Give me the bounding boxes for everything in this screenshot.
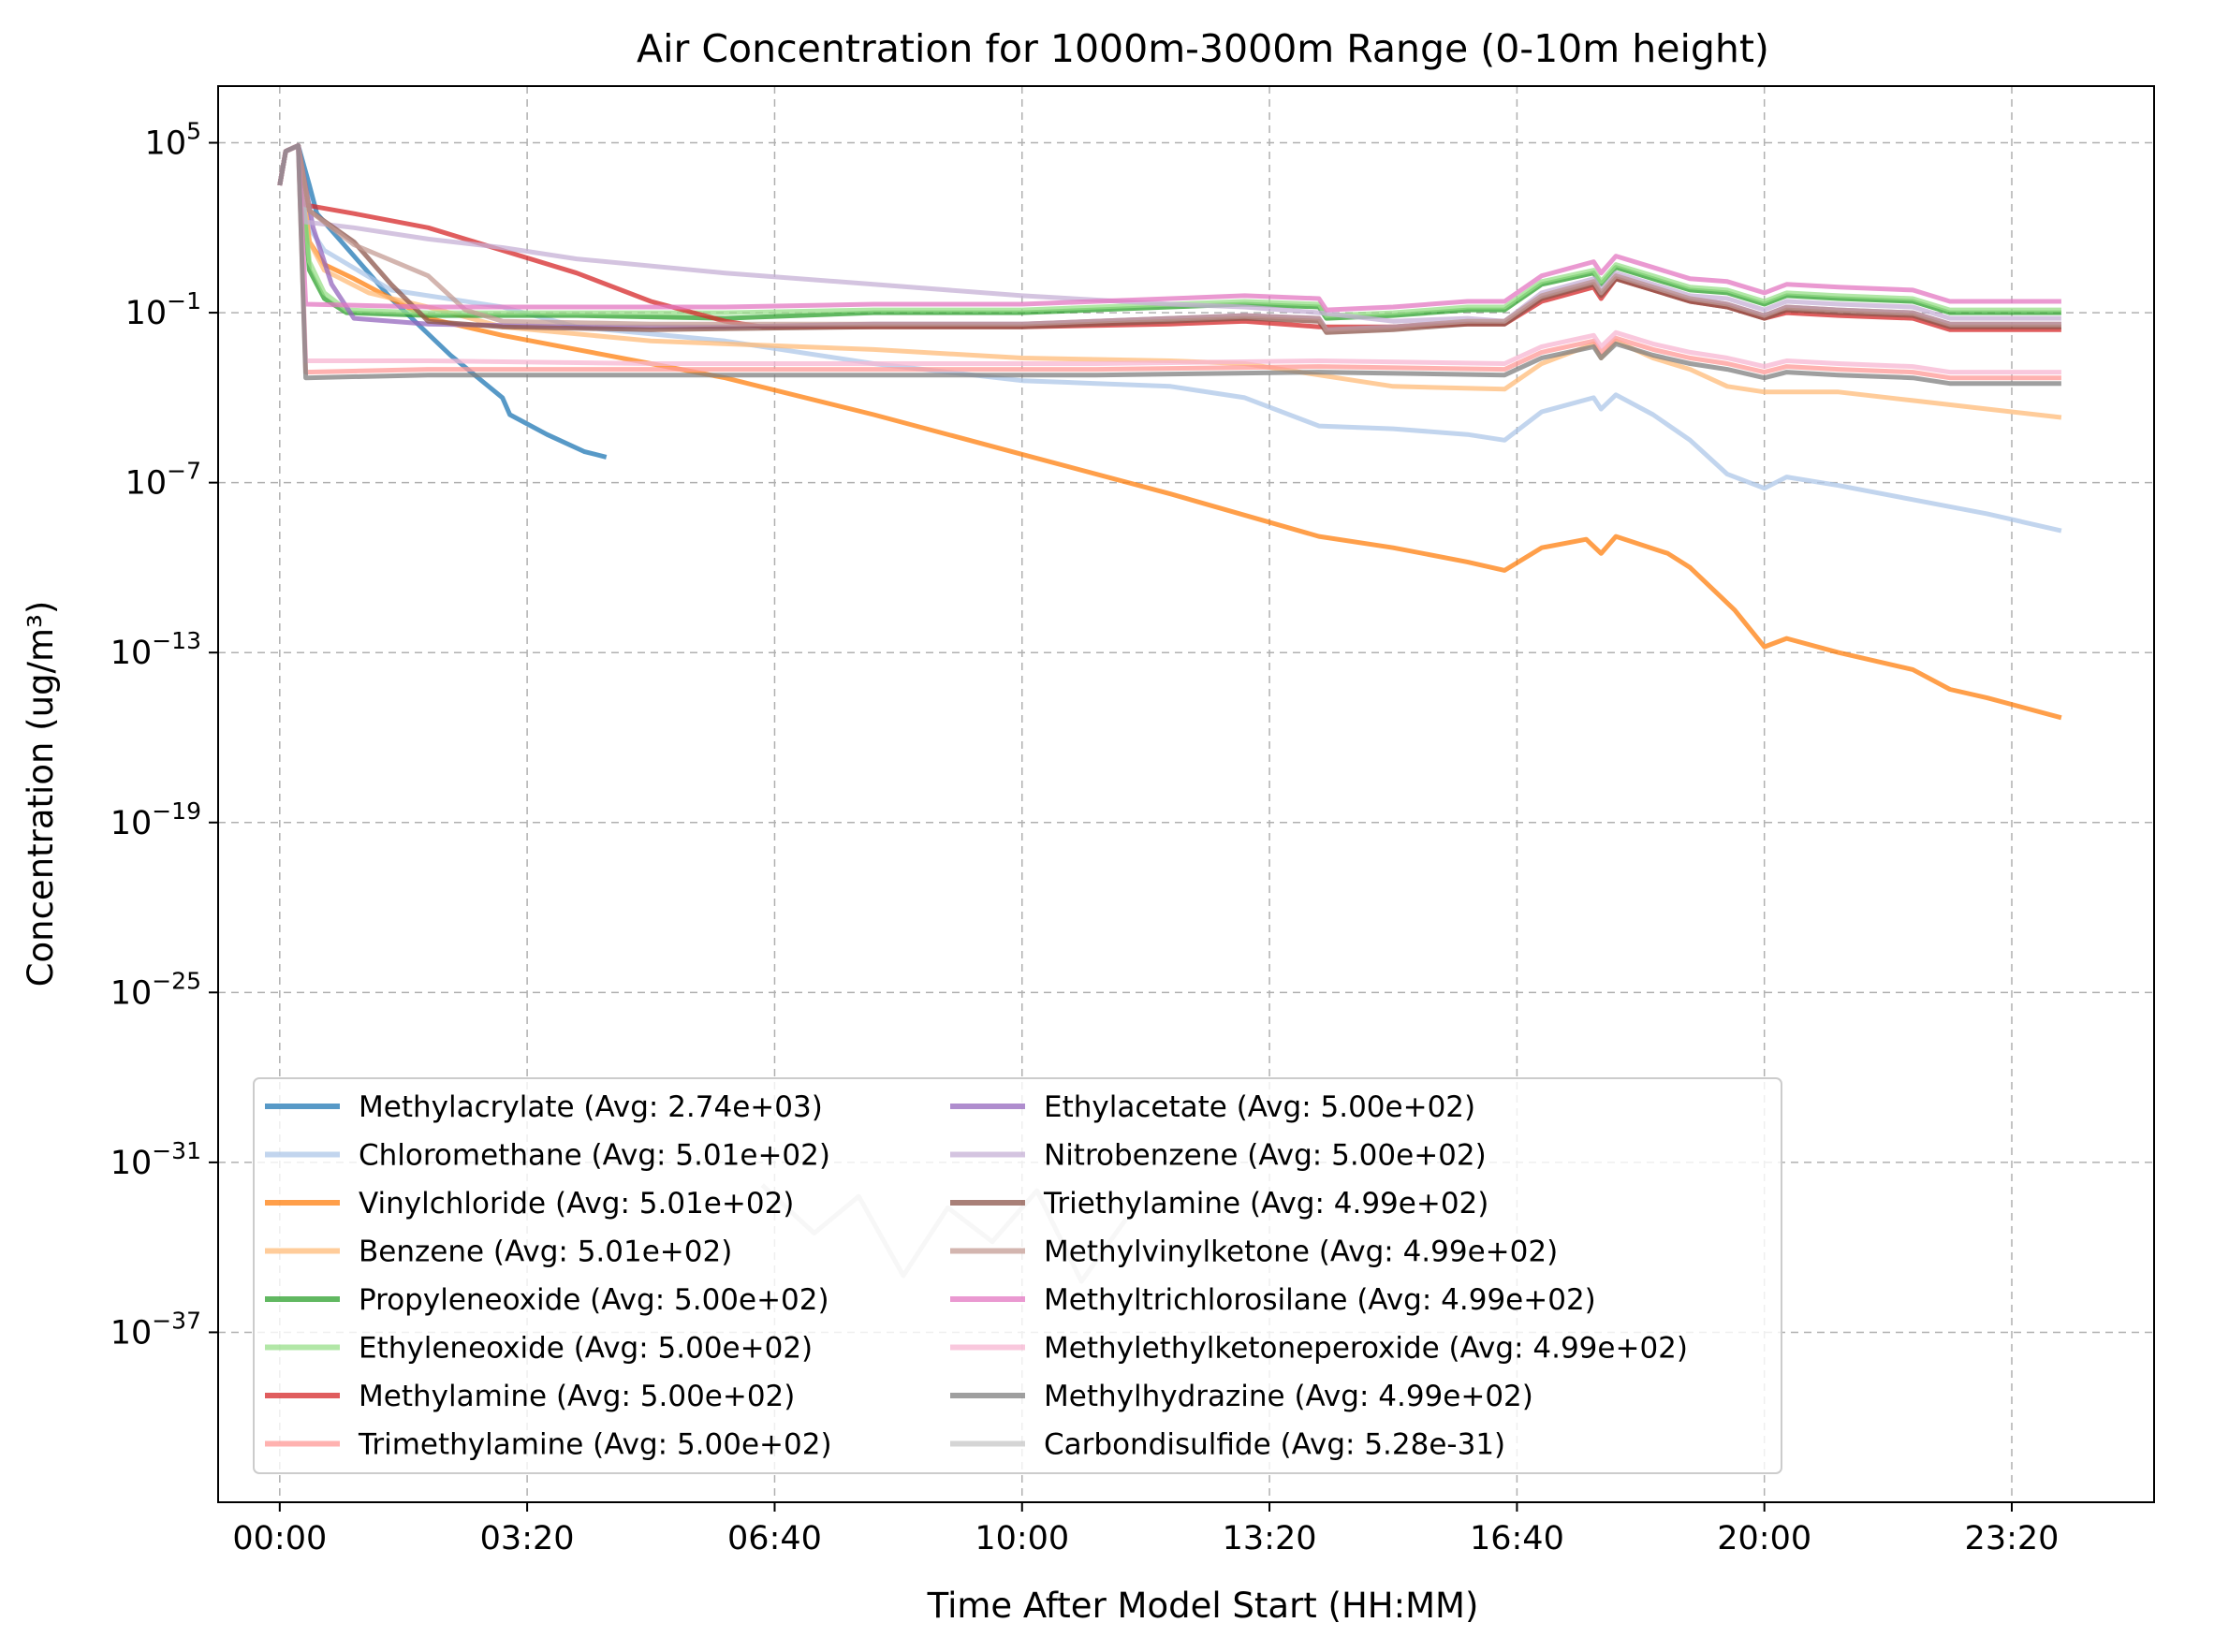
series-line-11	[277, 143, 2061, 332]
legend-label: Triethylamine (Avg: 4.99e+02)	[1043, 1187, 1488, 1221]
series-line-10	[277, 143, 2061, 335]
y-tick-base: 10	[110, 1314, 153, 1352]
y-tick-label: 10−31	[110, 1137, 201, 1182]
y-tick-label: 10−19	[110, 797, 201, 842]
x-tick-label: 16:40	[1470, 1520, 1564, 1557]
y-tick-exponent: −31	[152, 1137, 201, 1164]
y-tick-base: 10	[125, 295, 168, 332]
legend-label: Propyleneoxide (Avg: 5.00e+02)	[359, 1283, 829, 1317]
y-tick-exponent: −7	[167, 458, 201, 485]
legend-label: Methylethylketoneperoxide (Avg: 4.99e+02…	[1044, 1332, 1688, 1366]
legend-label: Methylvinylketone (Avg: 4.99e+02)	[1044, 1235, 1558, 1269]
y-tick-exponent: −19	[152, 797, 201, 825]
legend-label: Methylamine (Avg: 5.00e+02)	[359, 1380, 795, 1413]
series-line-12	[277, 143, 2061, 313]
y-tick-exponent: −1	[167, 287, 201, 314]
x-tick-label: 23:20	[1965, 1520, 2060, 1557]
y-tick-base: 10	[110, 805, 153, 842]
x-tick-label: 06:40	[727, 1520, 822, 1557]
series-layer	[277, 143, 2062, 1284]
x-ticks: 00:00 03:20 06:40 10:00 13:20 16:40 20:00 23:20	[232, 1502, 2059, 1557]
y-tick-base: 10	[145, 125, 187, 163]
x-tick-label: 13:20	[1223, 1520, 1317, 1557]
y-tick-base: 10	[110, 974, 153, 1012]
y-tick-label: 10−1	[125, 287, 201, 332]
legend-label: Carbondisulfide (Avg: 5.28e-31)	[1044, 1428, 1505, 1462]
y-tick-label: 10−37	[110, 1307, 201, 1352]
series-line-3	[277, 143, 2062, 420]
legend-box	[253, 1077, 1782, 1474]
legend-label: Methyltrichlorosilane (Avg: 4.99e+02)	[1044, 1283, 1596, 1317]
x-tick-label: 20:00	[1717, 1520, 1811, 1557]
x-axis-label: Time After Model Start (HH:MM)	[927, 1586, 1479, 1626]
y-axis-label: Concentration (ug/m³)	[21, 601, 61, 987]
legend-label: Vinylchloride (Avg: 5.01e+02)	[359, 1187, 794, 1221]
y-tick-label: 10−25	[110, 967, 201, 1012]
legend-label: Chloromethane (Avg: 5.01e+02)	[359, 1139, 830, 1173]
y-tick-exponent: −25	[152, 967, 201, 994]
series-line-2	[277, 143, 2062, 721]
series-line-4	[277, 143, 2061, 321]
legend: Methylacrylate (Avg: 2.74e+03) Chlorometh…	[253, 1077, 1782, 1474]
legend-label: Methylacrylate (Avg: 2.74e+03)	[359, 1090, 823, 1124]
legend-label: Nitrobenzene (Avg: 5.00e+02)	[1044, 1139, 1487, 1173]
legend-label: Trimethylamine (Avg: 5.00e+02)	[358, 1428, 832, 1462]
series-line-14	[277, 143, 2061, 387]
x-tick-label: 03:20	[480, 1520, 575, 1557]
series-line-9	[277, 143, 2061, 324]
legend-label: Ethyleneoxide (Avg: 5.00e+02)	[359, 1332, 813, 1366]
legend-label: Benzene (Avg: 5.01e+02)	[359, 1235, 732, 1269]
series-line-7	[277, 143, 2061, 381]
chart-title: Air Concentration for 1000m-3000m Range …	[637, 26, 1769, 71]
legend-label: Ethylacetate (Avg: 5.00e+02)	[1044, 1090, 1475, 1124]
y-tick-label: 105	[145, 118, 201, 163]
x-tick-label: 00:00	[232, 1520, 327, 1557]
y-tick-label: 10−7	[125, 458, 201, 503]
y-tick-base: 10	[110, 1145, 153, 1182]
y-tick-exponent: 5	[186, 118, 201, 145]
y-tick-exponent: −37	[152, 1307, 201, 1334]
plot-frame	[217, 85, 2155, 1503]
series-line-13	[277, 143, 2061, 375]
y-tick-exponent: −13	[152, 627, 201, 654]
x-tick-label: 10:00	[975, 1520, 1069, 1557]
y-tick-base: 10	[125, 465, 168, 503]
y-tick-base: 10	[110, 635, 153, 672]
y-tick-label: 10−13	[110, 627, 201, 672]
series-line-1	[277, 143, 2062, 534]
legend-label: Methylhydrazine (Avg: 4.99e+02)	[1044, 1380, 1533, 1413]
